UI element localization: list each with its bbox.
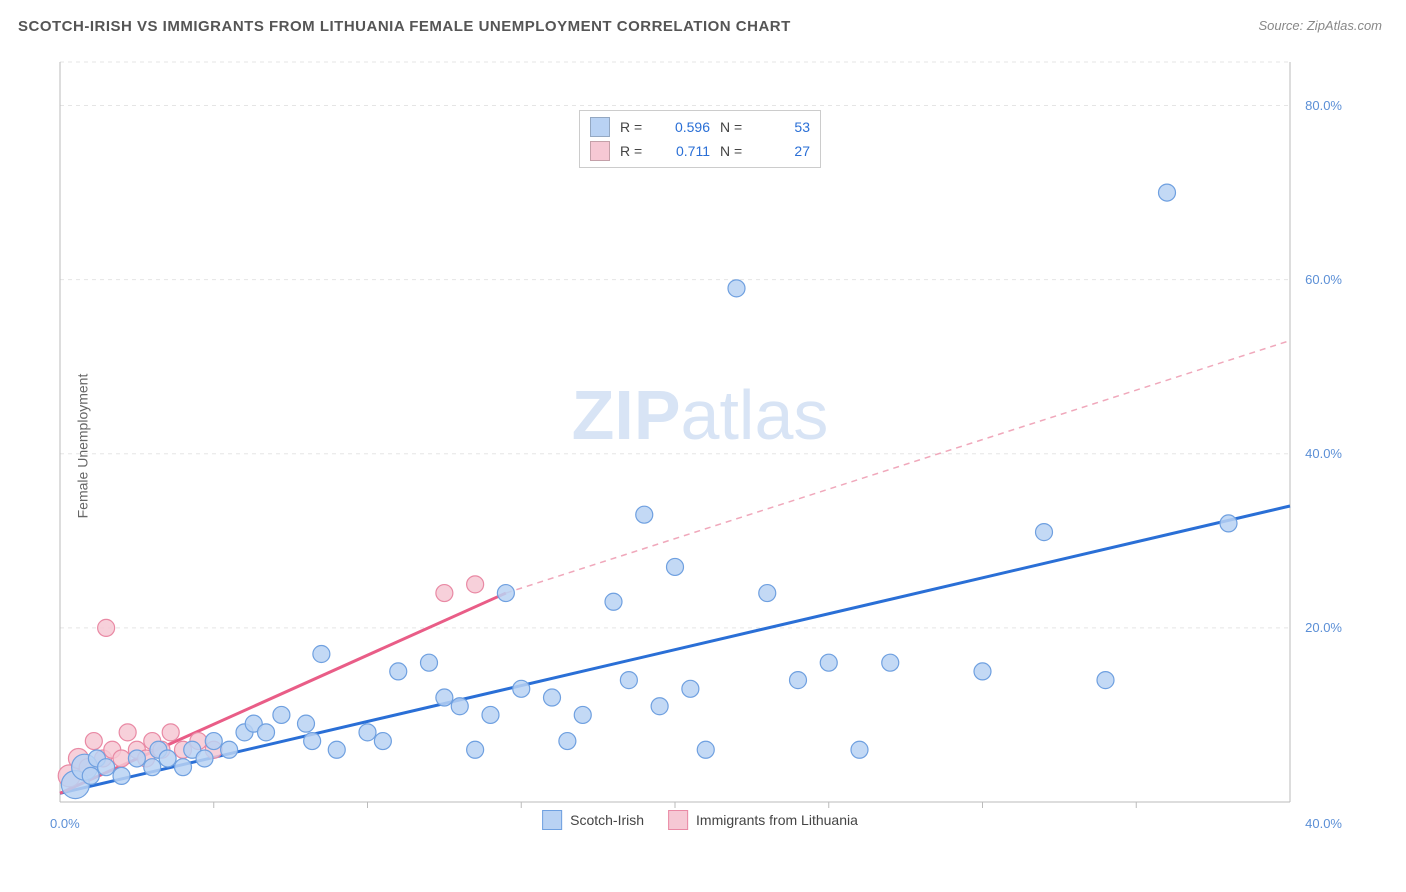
y-tick-label: 60.0% (1305, 272, 1342, 287)
legend-swatch (590, 141, 610, 161)
legend-label: Immigrants from Lithuania (696, 812, 858, 828)
x-tick-label: 40.0% (1305, 816, 1342, 831)
legend-statistics: R = 0.596 N = 53 R = 0.711 N = 27 (579, 110, 821, 168)
r-label: R = (620, 119, 648, 135)
chart-title: SCOTCH-IRISH VS IMMIGRANTS FROM LITHUANI… (18, 18, 791, 35)
scatter-plot: ZIPatlas R = 0.596 N = 53 R = 0.711 N = … (50, 52, 1350, 842)
legend-series: Scotch-Irish Immigrants from Lithuania (542, 810, 858, 830)
legend-swatch (590, 117, 610, 137)
y-tick-label: 40.0% (1305, 446, 1342, 461)
n-value: 53 (758, 119, 810, 135)
x-tick-label: 0.0% (50, 816, 80, 831)
y-tick-label: 20.0% (1305, 620, 1342, 635)
r-value: 0.596 (658, 119, 710, 135)
chart-canvas (50, 52, 1350, 842)
legend-swatch (542, 810, 562, 830)
y-tick-label: 80.0% (1305, 98, 1342, 113)
legend-stat-row: R = 0.711 N = 27 (590, 139, 810, 163)
legend-label: Scotch-Irish (570, 812, 644, 828)
n-label: N = (720, 143, 748, 159)
legend-stat-row: R = 0.596 N = 53 (590, 115, 810, 139)
r-label: R = (620, 143, 648, 159)
n-value: 27 (758, 143, 810, 159)
legend-item: Scotch-Irish (542, 810, 644, 830)
n-label: N = (720, 119, 748, 135)
r-value: 0.711 (658, 143, 710, 159)
legend-swatch (668, 810, 688, 830)
source-attribution: Source: ZipAtlas.com (1258, 18, 1382, 33)
legend-item: Immigrants from Lithuania (668, 810, 858, 830)
